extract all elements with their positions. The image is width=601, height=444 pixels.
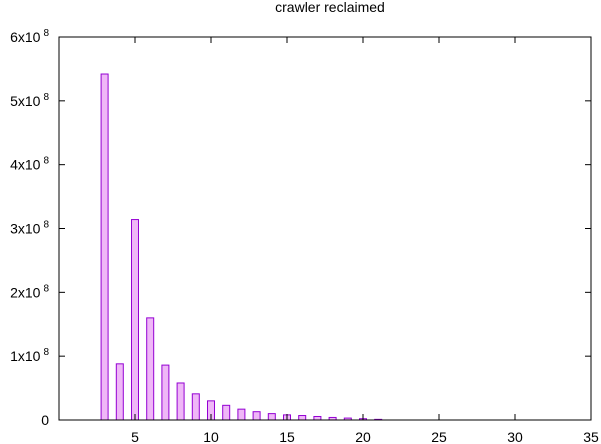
bar-x-6	[146, 317, 155, 421]
chart-title: crawler reclaimed	[275, 0, 385, 15]
bar-x-3	[100, 73, 109, 421]
y-axis-tick-labels: 0 1x10 8 2x10 8 3x10 8 4x10 8 5x10 8 6x10 8	[10, 28, 49, 428]
y-tick-label-100000000: 1x10 8	[10, 347, 49, 364]
bar-x-9	[191, 393, 200, 421]
bar-x-4	[115, 363, 124, 421]
bar-x-16	[298, 415, 307, 421]
bar-x-11	[222, 404, 231, 421]
y-tick-label-500000000: 5x10 8	[10, 92, 49, 109]
x-tick-label-10: 10	[203, 429, 219, 444]
x-tick-label-30: 30	[507, 429, 523, 444]
bar-x-5	[131, 219, 139, 421]
bar-x-7	[161, 364, 170, 421]
bar-x-12	[237, 408, 246, 421]
y-tick-label-0: 0	[41, 412, 49, 428]
x-tick-label-20: 20	[355, 429, 371, 444]
axis-ticks	[59, 36, 592, 421]
x-tick-label-25: 25	[431, 429, 447, 444]
bar-x-14	[267, 413, 276, 421]
bars-group	[100, 73, 383, 421]
y-tick-label-400000000: 4x10 8	[10, 156, 49, 173]
bar-x-13	[252, 411, 261, 421]
y-tick-label-200000000: 2x10 8	[10, 283, 49, 300]
bar-x-17	[313, 415, 322, 421]
y-tick-label-600000000: 6x10 8	[10, 28, 49, 45]
x-tick-label-5: 5	[131, 429, 139, 444]
y-tick-label-300000000: 3x10 8	[10, 220, 49, 237]
bar-x-8	[176, 382, 185, 421]
x-tick-label-35: 35	[583, 429, 599, 444]
x-axis-tick-labels: 5 10 15 20 25 30 35	[131, 429, 599, 444]
x-tick-label-15: 15	[279, 429, 295, 444]
